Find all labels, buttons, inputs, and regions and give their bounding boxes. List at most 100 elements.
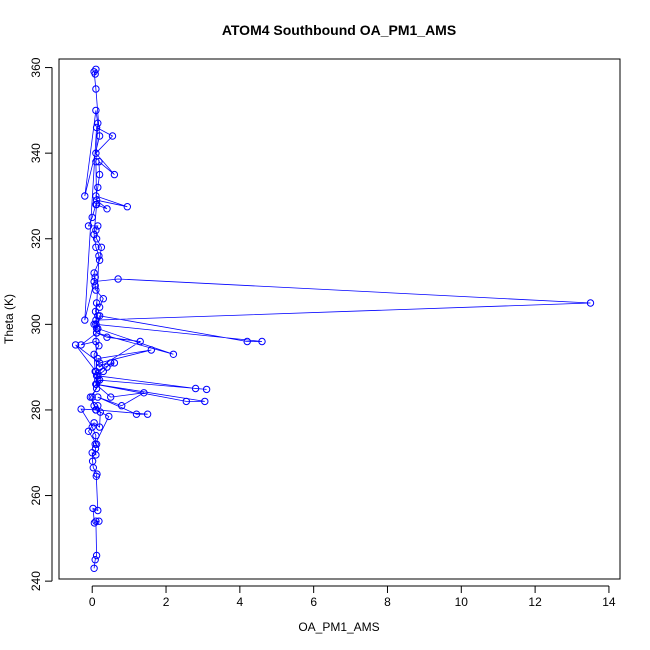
data-point [91,282,99,290]
data-point [90,519,99,527]
data-point [88,457,97,465]
y-tick-label: 280 [29,400,43,420]
data-point [92,85,100,93]
x-tick-label: 4 [237,595,244,609]
data-point [123,203,132,211]
data-point [114,275,122,283]
data-point [94,222,102,230]
data-point [88,393,96,401]
data-point [97,243,106,252]
data-point [84,427,93,435]
data-point [91,556,99,564]
data-point [182,397,191,406]
data-point [136,337,144,346]
y-tick-label: 320 [29,228,43,248]
series-lines [75,69,591,569]
data-point [91,273,99,281]
data-point [243,337,251,346]
data-point [95,423,104,431]
data-point [81,316,89,324]
data-point [77,405,85,413]
data-point [586,299,595,307]
data-point [95,170,104,179]
series-line [75,69,591,569]
data-point [107,393,115,401]
data-point [92,384,101,393]
data-point [90,269,98,277]
data-point [103,205,111,213]
data-point [92,235,101,243]
y-tick-label: 340 [29,143,43,163]
data-point [95,303,104,311]
data-point [77,341,85,349]
data-point [108,132,117,140]
data-point [143,410,152,418]
data-point [92,551,101,560]
data-point [71,341,80,349]
data-point [110,359,119,367]
x-tick-label: 0 [89,595,96,609]
x-tick-label: 8 [384,595,391,609]
data-point [94,119,102,127]
data-point [95,256,104,264]
data-point [90,230,98,239]
data-point [140,389,148,397]
data-point [103,363,111,371]
data-point [95,252,103,260]
x-tick-label: 2 [163,595,170,609]
data-point [96,408,105,416]
data-point [89,504,97,513]
x-tick-label: 10 [455,595,469,609]
data-point [92,158,100,166]
data-point [90,277,98,286]
data-point [92,316,100,324]
y-tick-label: 360 [29,57,43,77]
data-point [91,444,100,453]
data-point [91,440,99,448]
x-tick-label: 6 [310,595,317,609]
data-point [92,367,100,376]
data-point [92,123,101,132]
data-point [94,402,102,410]
data-point [92,431,100,440]
data-point [258,337,266,346]
data-point [118,402,126,410]
data-point [105,412,113,421]
data-point [95,158,103,166]
plot-frame [58,58,621,580]
data-point [94,324,102,333]
data-point [92,192,100,200]
y-tick-label: 240 [29,571,43,591]
data-point [95,359,104,367]
chart-title: ATOM4 Southbound OA_PM1_AMS [222,22,456,38]
data-point [94,183,102,192]
data-point [147,346,156,354]
data-point [201,397,209,406]
x-axis-label: OA_PM1_AMS [298,620,379,634]
data-point [81,192,89,200]
series-points [71,65,595,572]
data-point [92,380,101,388]
data-point [191,384,200,393]
x-axis: 0 2 4 6 8 10 12 14 [89,585,616,609]
data-point [95,363,104,371]
data-point [95,132,104,140]
data-point [92,329,101,337]
data-point [132,410,141,418]
data-point [92,200,101,209]
y-tick-label: 300 [29,314,43,334]
data-point [90,402,98,410]
data-point [92,65,100,74]
data-point [110,170,119,179]
data-point [84,222,93,230]
data-point [92,286,100,294]
data-point [92,406,100,414]
data-point [103,333,111,341]
data-point [107,359,115,367]
y-axis: 240 260 280 300 320 340 360 [29,57,53,591]
data-point [95,312,104,320]
data-point [94,393,102,401]
data-point [92,517,100,525]
data-point [88,213,96,222]
